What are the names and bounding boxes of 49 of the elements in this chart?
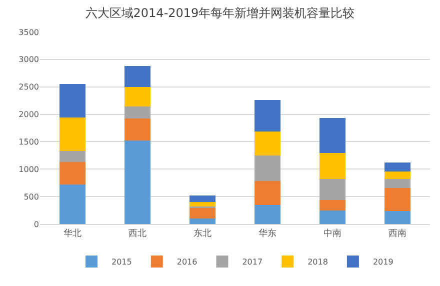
y-tick-label: 3500 — [18, 28, 39, 37]
bar — [124, 118, 150, 141]
y-tick-label: 3000 — [18, 55, 39, 64]
bar — [320, 210, 346, 224]
bar — [384, 179, 410, 188]
bar — [384, 162, 410, 172]
bar — [190, 208, 216, 219]
bar — [190, 202, 216, 206]
bar — [384, 210, 410, 224]
y-tick-label: 0 — [34, 220, 39, 229]
x-tick-label: 华东 — [258, 228, 276, 239]
y-tick-label: 1500 — [18, 138, 39, 147]
bar — [384, 171, 410, 180]
legend-label: 2019 — [372, 258, 394, 267]
bar — [254, 100, 280, 132]
y-tick-label: 2000 — [18, 110, 39, 120]
bar — [254, 181, 280, 205]
y-tick-label: 1000 — [18, 164, 39, 174]
bar — [190, 195, 216, 202]
bar — [60, 151, 86, 162]
x-tick-label: 中南 — [324, 228, 342, 239]
legend-label: 2016 — [176, 258, 198, 267]
bar — [124, 86, 150, 107]
x-tick-label: 华北 — [64, 228, 82, 239]
bar — [60, 162, 86, 184]
bar — [320, 179, 346, 200]
bar — [124, 140, 150, 224]
x-tick-label: 西北 — [128, 228, 146, 239]
y-tick-label: 500 — [24, 192, 39, 202]
bar — [190, 218, 216, 224]
bar — [60, 84, 86, 118]
bar — [60, 118, 86, 152]
y-tick-label: 2500 — [18, 82, 39, 92]
legend-label: 2017 — [242, 258, 263, 267]
bar — [320, 200, 346, 210]
bar — [124, 106, 150, 119]
legend-label: 2018 — [308, 258, 328, 267]
bar — [254, 155, 280, 182]
legend-label: 2015 — [112, 258, 132, 267]
bar — [320, 118, 346, 154]
bar — [124, 66, 150, 87]
bar — [254, 131, 280, 156]
x-tick-label: 东北 — [194, 228, 212, 239]
bar — [384, 188, 410, 211]
bar — [254, 204, 280, 224]
x-tick-label: 西南 — [388, 228, 406, 239]
bar — [320, 153, 346, 180]
chart-title: 六大区域2014-2019年每年新增并网装机容量比较 — [85, 6, 355, 20]
bar — [60, 184, 86, 224]
